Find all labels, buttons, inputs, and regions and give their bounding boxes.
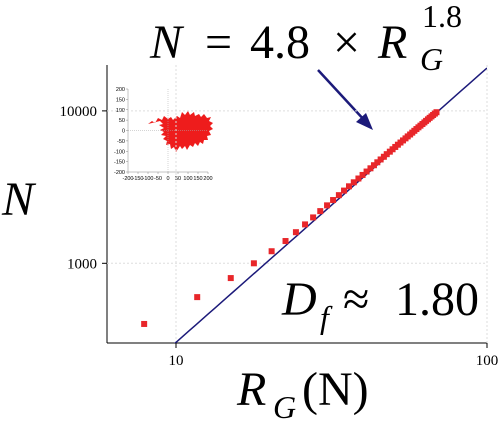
data-point	[350, 179, 357, 186]
data-point	[317, 208, 324, 215]
annotation-arrow	[317, 69, 367, 123]
inset-x-tick-label: -200	[122, 176, 133, 182]
data-point	[227, 275, 234, 282]
y-tick-label: 10000	[60, 104, 98, 120]
dimension-value: 1.80	[395, 273, 479, 326]
inset-y-tick-label: 50	[119, 118, 125, 124]
dimension-subscript: f	[320, 299, 333, 335]
data-point	[341, 187, 348, 194]
annotation-symbol: R	[377, 16, 407, 69]
inset-x-tick-label: 50	[175, 176, 181, 182]
y-axis-label: N	[1, 173, 37, 226]
data-point	[363, 168, 370, 175]
annotation-subscript: G	[420, 41, 443, 77]
x-axis-label-symbol: R	[236, 363, 266, 416]
inset-y-tick-label: -200	[114, 170, 125, 176]
inset: -200-150-100 -50 0 50 100 150 200-200-150-100-…	[114, 87, 213, 182]
inset-x-tick-label: -150	[132, 176, 143, 182]
dimension-relation: ≈	[343, 273, 369, 326]
inset-x-tick-label: 150	[193, 176, 202, 182]
annotation-lhs: N	[149, 16, 185, 69]
data-point	[359, 171, 366, 178]
inset-y-tick-label: -100	[114, 149, 125, 155]
data-point	[335, 192, 342, 199]
data-point	[141, 320, 148, 327]
data-point	[268, 248, 275, 255]
data-point	[383, 151, 390, 158]
data-point	[374, 159, 381, 166]
x-tick-label: 100	[476, 353, 499, 369]
inset-x-tick-label: 0	[166, 176, 169, 182]
data-point	[310, 214, 317, 221]
data-point	[282, 238, 289, 245]
dimension-symbol: D	[281, 273, 317, 326]
data-point	[324, 202, 331, 209]
cluster	[148, 111, 213, 152]
inset-x-tick-label: 100	[183, 176, 192, 182]
inset-y-tick-label: 0	[122, 129, 125, 135]
inset-y-tick-label: 200	[116, 87, 125, 93]
data-point	[367, 165, 374, 172]
data-point	[302, 221, 309, 228]
inset-y-tick-label: 150	[116, 97, 125, 103]
data-point	[370, 162, 377, 169]
annotation-coefficient: 4.8	[250, 16, 310, 69]
y-tick-label: 1000	[67, 256, 97, 272]
data-point	[330, 197, 337, 204]
arrow-head	[356, 113, 373, 130]
x-tick-label: 10	[168, 353, 183, 369]
x-axis-label-rest: (N)	[302, 363, 369, 416]
inset-y-tick-label: -150	[114, 160, 125, 166]
annotation-operator: ×	[333, 16, 360, 69]
data-point	[377, 156, 384, 163]
data-point	[355, 175, 362, 182]
data-point	[292, 229, 299, 236]
data-point	[194, 294, 201, 301]
x-axis-label-subscript: G	[273, 389, 296, 425]
inset-x-tick-label: 200	[203, 176, 212, 182]
annotation-operator: =	[205, 16, 232, 69]
data-point	[250, 260, 257, 267]
annotation-exponent: 1.8	[422, 0, 462, 34]
inset-x-tick-label: -100	[142, 176, 153, 182]
data-point	[346, 183, 353, 190]
inset-x-tick-label: -50	[154, 176, 162, 182]
data-point	[433, 109, 440, 116]
inset-y-tick-label: -50	[117, 139, 125, 145]
